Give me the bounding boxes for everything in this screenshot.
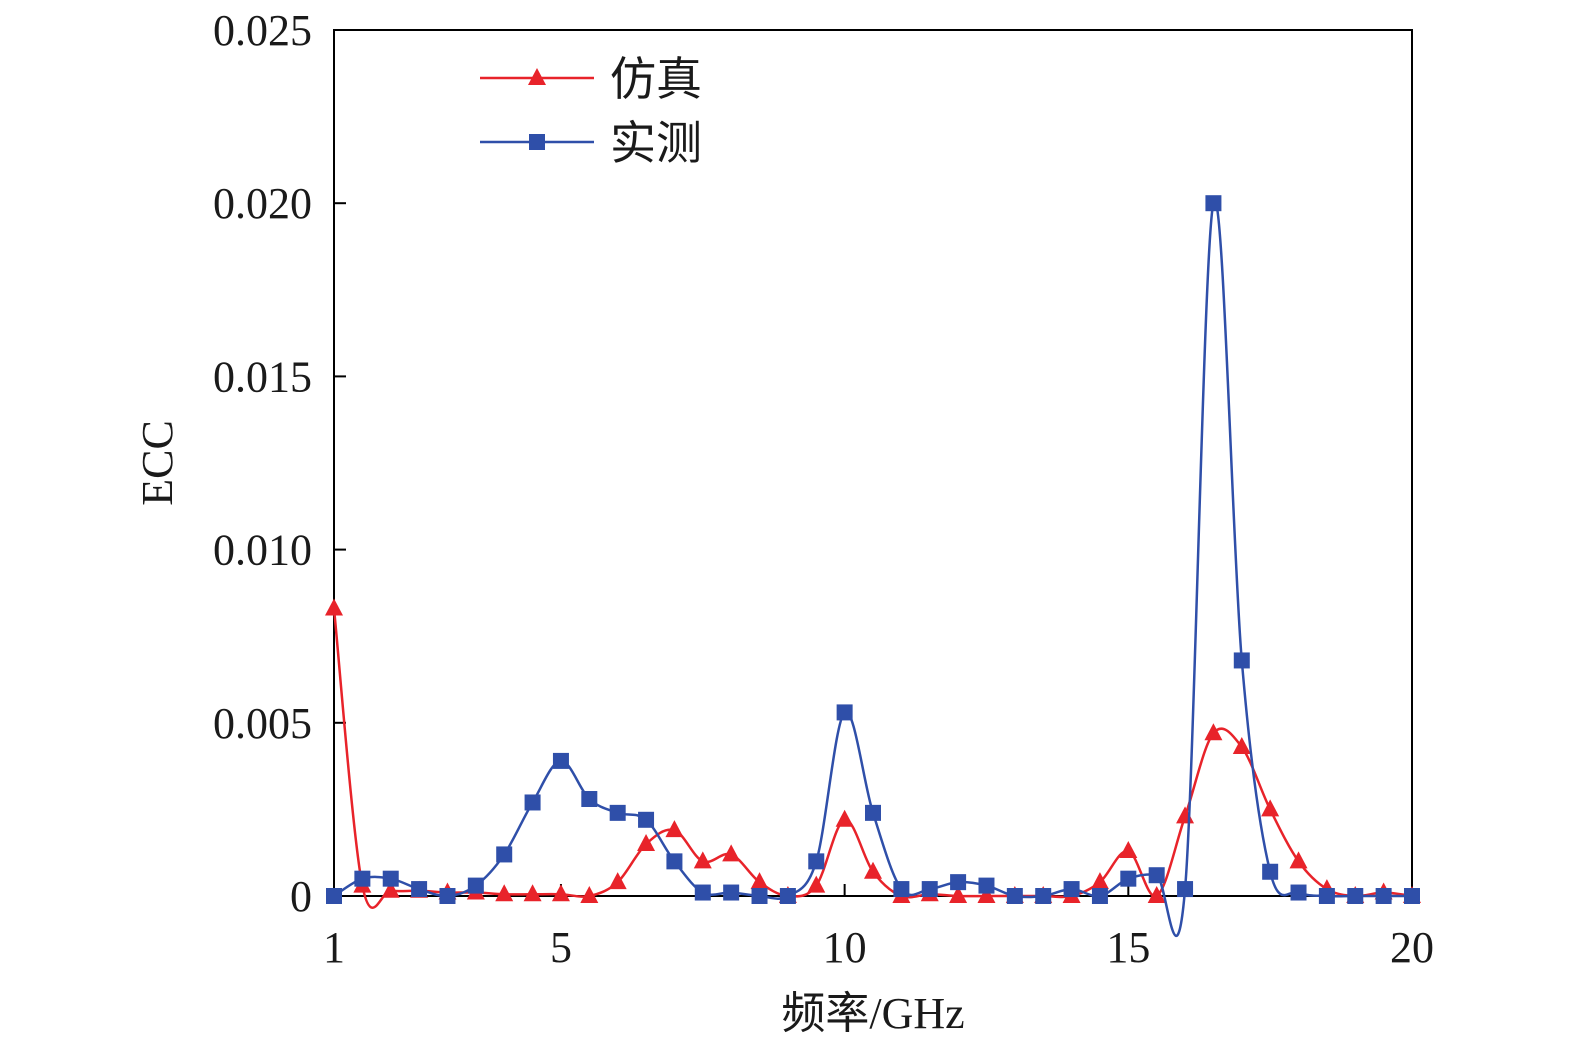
data-point-triangle — [693, 851, 712, 869]
data-point-triangle — [1204, 723, 1223, 741]
data-point-triangle — [608, 872, 627, 890]
legend-marker-sim — [528, 68, 546, 85]
data-point-square — [467, 877, 484, 894]
data-point-square — [638, 811, 655, 828]
data-point-square — [1262, 863, 1279, 880]
data-point-triangle — [1261, 799, 1280, 817]
series-measured — [326, 195, 1420, 938]
data-point-triangle — [864, 861, 882, 879]
y-tick-label: 0.005 — [213, 699, 312, 748]
data-point-square — [411, 881, 428, 898]
legend-label-sim: 仿真 — [610, 54, 702, 105]
data-point-triangle — [1176, 806, 1195, 824]
y-tick-label: 0.020 — [213, 179, 312, 228]
data-point-square — [723, 884, 740, 901]
y-tick-label: 0.010 — [213, 526, 312, 575]
data-point-square — [1205, 195, 1222, 212]
data-point-triangle — [637, 834, 656, 852]
data-point-triangle — [495, 884, 514, 902]
legend-marker-measured — [529, 134, 545, 150]
data-point-square — [1404, 888, 1420, 904]
data-point-triangle — [977, 886, 996, 903]
data-point-triangle — [722, 844, 741, 862]
y-tick-label: 0 — [290, 872, 312, 921]
data-point-square — [978, 877, 995, 894]
data-point-square — [865, 804, 881, 821]
series-sim — [325, 598, 1421, 909]
data-point-square — [1063, 881, 1080, 898]
data-point-square — [354, 870, 371, 887]
data-point-square — [1375, 888, 1392, 904]
data-point-square — [751, 888, 768, 904]
data-point-square — [694, 884, 711, 901]
data-point-square — [666, 853, 683, 870]
data-point-square — [439, 888, 456, 904]
legend-entry-measured: 实测 — [480, 118, 702, 169]
data-point-square — [836, 704, 853, 721]
y-tick-label: 0.025 — [213, 6, 312, 55]
data-point-square — [1148, 867, 1165, 884]
series-layer — [325, 195, 1421, 938]
data-point-square — [779, 888, 796, 904]
data-point-triangle — [949, 886, 968, 903]
data-point-triangle — [1289, 851, 1308, 869]
data-point-triangle — [1147, 886, 1166, 903]
y-axis-label: ECC — [133, 420, 182, 506]
x-tick-label: 1 — [323, 923, 345, 972]
data-point-square — [1120, 870, 1137, 887]
data-point-triangle — [665, 820, 684, 838]
data-point-square — [893, 881, 910, 898]
y-axis-ticks: 0 0.005 0.010 0.015 0.020 0.025 — [213, 6, 346, 921]
data-point-square — [1347, 888, 1364, 904]
data-point-square — [950, 874, 967, 891]
data-point-triangle — [807, 875, 826, 893]
series-line — [332, 608, 1413, 909]
data-point-square — [552, 752, 569, 769]
data-point-triangle — [325, 598, 343, 616]
data-point-square — [524, 794, 541, 811]
data-point-square — [1006, 888, 1023, 904]
data-point-triangle — [381, 880, 400, 898]
data-point-triangle — [750, 872, 769, 890]
data-point-square — [382, 870, 399, 887]
data-point-triangle — [551, 884, 570, 902]
x-axis-ticks: 1 5 10 15 20 — [323, 884, 1434, 972]
data-point-triangle — [1119, 840, 1138, 858]
data-point-square — [1233, 652, 1250, 669]
data-point-triangle — [835, 809, 854, 827]
x-tick-label: 20 — [1390, 923, 1434, 972]
data-point-square — [609, 804, 626, 821]
data-point-triangle — [1090, 872, 1109, 890]
data-point-triangle — [1232, 737, 1251, 755]
legend: 仿真 实测 — [480, 54, 702, 169]
data-point-square — [921, 881, 938, 898]
plot-frame — [333, 29, 1413, 897]
data-point-square — [581, 791, 598, 808]
x-tick-label: 15 — [1106, 923, 1150, 972]
x-axis-label: 频率/GHz — [781, 989, 964, 1038]
data-point-square — [1290, 884, 1307, 901]
data-point-square — [1091, 888, 1108, 904]
x-tick-label: 5 — [550, 923, 572, 972]
x-tick-label: 10 — [823, 923, 867, 972]
data-point-square — [1035, 888, 1052, 904]
data-point-square — [808, 853, 825, 870]
y-tick-label: 0.015 — [213, 352, 312, 401]
series-line — [333, 199, 1412, 938]
data-point-square — [326, 888, 342, 904]
data-point-square — [496, 846, 513, 863]
data-point-square — [1318, 888, 1335, 904]
legend-entry-sim: 仿真 — [480, 54, 702, 105]
legend-label-measured: 实测 — [610, 118, 702, 169]
data-point-triangle — [523, 884, 542, 902]
data-point-triangle — [580, 886, 599, 903]
data-point-square — [1177, 881, 1194, 898]
